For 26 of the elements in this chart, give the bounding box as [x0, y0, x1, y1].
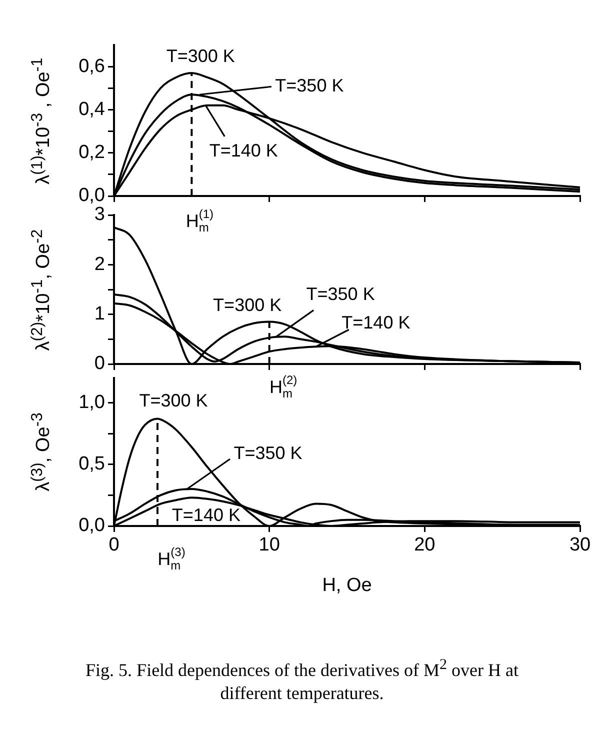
y-tick-label: 0,0 [78, 185, 105, 206]
annotation: T=140 K [342, 312, 410, 333]
y-tick-label: 1 [94, 304, 105, 325]
y-tick-label: 3 [94, 204, 105, 226]
annotation: T=300 K [166, 46, 235, 66]
annotation: T=140 K [209, 140, 278, 160]
y-tick-label: 0,6 [78, 56, 105, 77]
text: Fig. 5. Field dependences of the derivatives of M$^{2}$ over H at different temperatures. [86, 657, 518, 704]
y-tick-label: 0 [94, 353, 105, 374]
annotation: T=350 K [306, 284, 375, 304]
y-tick-label: 0,4 [78, 98, 106, 120]
y-tick-label: 2 [94, 254, 105, 275]
annotation: T=140 K [172, 504, 240, 525]
x-tick-label: 10 [258, 534, 280, 556]
x-axis-title: H, Oe [322, 574, 372, 596]
x-tick-label: 20 [414, 534, 436, 556]
x-tick-label: 0 [108, 534, 120, 556]
annotation: T=300 K [139, 390, 208, 411]
y-tick-label: 0,0 [78, 515, 105, 536]
y-tick-label: 0,5 [78, 454, 105, 475]
annotation: T=300 K [213, 294, 282, 315]
annotation: T=350 K [275, 76, 344, 96]
annotation: T=350 K [234, 442, 302, 463]
y-tick-label: 0,2 [78, 142, 105, 164]
y-tick-label: 1,0 [78, 392, 105, 413]
x-tick-label: 30 [569, 534, 591, 556]
